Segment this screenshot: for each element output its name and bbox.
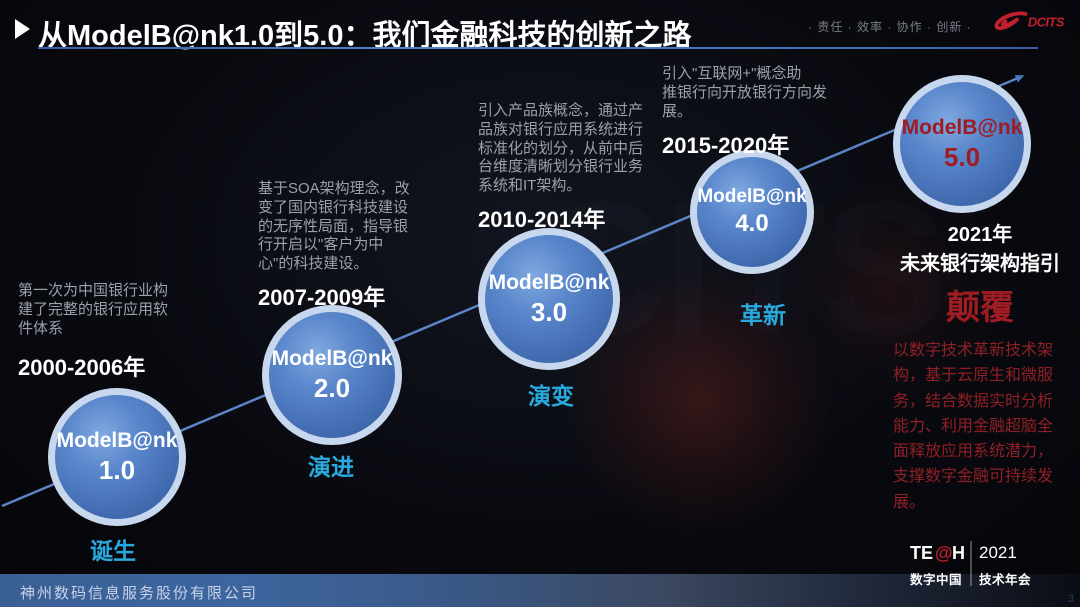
svg-text:H: H	[952, 543, 965, 563]
svg-text:@: @	[935, 543, 953, 563]
svg-text:数字中国: 数字中国	[910, 572, 962, 587]
svg-text:技术年会: 技术年会	[979, 572, 1031, 587]
svg-text:TE: TE	[910, 543, 933, 563]
svg-text:2021: 2021	[979, 543, 1017, 562]
